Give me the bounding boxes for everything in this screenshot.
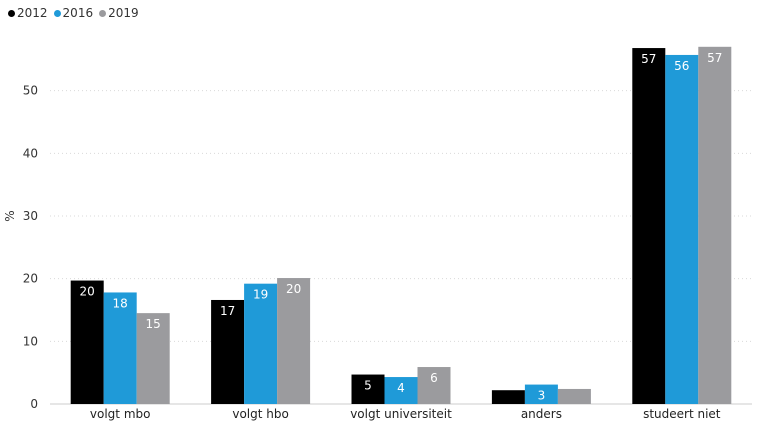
y-axis-label: % [3, 210, 17, 221]
x-tick-label-2: volgt universiteit [350, 407, 452, 421]
y-tick-label-0: 0 [30, 397, 38, 411]
data-label-2016-2: 4 [397, 381, 405, 395]
legend-swatch-2019 [99, 9, 107, 17]
bar-2016-3 [524, 384, 558, 404]
x-tick-label-1: volgt hbo [232, 407, 288, 421]
legend-label-2016: 2016 [62, 6, 94, 20]
data-label-2019-2: 6 [430, 371, 438, 385]
legend-swatch-2012 [8, 9, 15, 17]
data-label-2012-2: 5 [364, 379, 372, 393]
bar-2016-0 [103, 292, 137, 404]
data-label-2016-4: 56 [674, 59, 689, 73]
bar-2012-0 [70, 280, 104, 404]
data-label-2016-3: 3 [538, 389, 546, 403]
y-tick-label-10: 10 [23, 334, 38, 348]
bar-2016-1 [244, 283, 278, 404]
data-label-2016-1: 19 [253, 288, 268, 302]
legend-label-2019: 2019 [108, 6, 139, 20]
bar-2012-4 [632, 48, 666, 404]
bar-2012-3 [491, 390, 525, 404]
legend: 2012 2016 2019 [8, 6, 141, 20]
data-label-2019-4: 57 [707, 51, 722, 65]
bar-2019-2 [417, 367, 451, 404]
x-tick-label-3: anders [521, 407, 562, 421]
legend-item-2019: 2019 [99, 6, 139, 20]
x-tick-label-4: studeert niet [643, 407, 721, 421]
y-tick-label-50: 50 [23, 84, 38, 98]
bar-2019-1 [277, 278, 311, 404]
legend-swatch-2016 [53, 9, 61, 17]
data-label-2012-0: 20 [80, 285, 95, 299]
bar-2016-4 [665, 54, 699, 405]
bar-2019-0 [136, 313, 170, 404]
bar-2012-1 [211, 299, 245, 404]
y-tick-label-40: 40 [23, 146, 38, 160]
y-tick-label-20: 20 [23, 272, 38, 286]
bar-2019-3 [557, 388, 591, 404]
bar-2016-2 [384, 377, 418, 404]
y-tick-label-30: 30 [23, 209, 38, 223]
x-tick-label-0: volgt mbo [90, 407, 151, 421]
data-label-2012-4: 57 [641, 52, 656, 66]
legend-item-2012: 2012 [8, 6, 48, 20]
data-label-2016-0: 18 [113, 296, 128, 310]
legend-item-2016: 2016 [53, 6, 94, 20]
bar-2019-4 [698, 46, 732, 405]
legend-label-2012: 2012 [17, 6, 48, 20]
bar-2012-2 [351, 374, 385, 404]
data-label-2012-1: 17 [220, 304, 235, 318]
data-label-2019-0: 15 [146, 317, 161, 331]
data-label-2019-1: 20 [286, 282, 301, 296]
